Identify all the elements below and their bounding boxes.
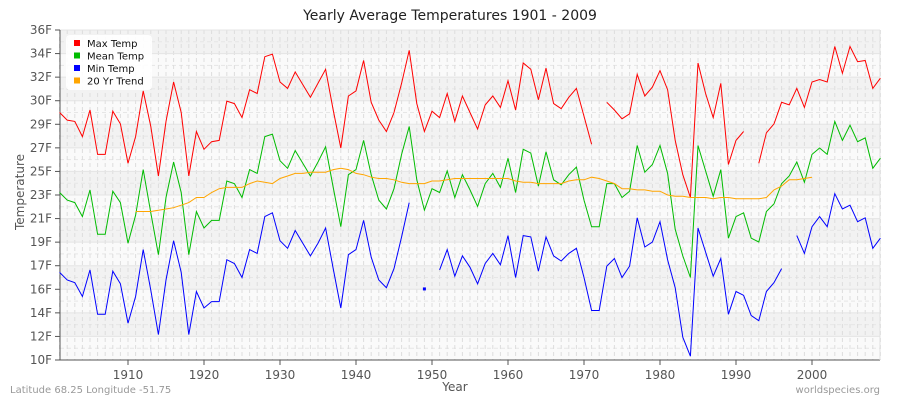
x-tick-label: 1940 (341, 368, 372, 382)
mean-temp-line (59, 119, 881, 278)
legend-box (66, 35, 152, 90)
min-temp-line (796, 192, 881, 255)
x-axis-label: Year (442, 380, 468, 394)
axes: 10F 12F 14F 16F 17F 19F 21F 23F 25F 27F 29F 30F 32F 3… (30, 23, 881, 382)
x-tick-label: 1920 (189, 368, 220, 382)
y-tick-label: 34F (30, 47, 52, 61)
y-tick-label: 32F (30, 70, 52, 84)
data-series (59, 45, 881, 357)
y-tick-label: 21F (30, 212, 52, 226)
min-temp-point (422, 287, 426, 291)
y-tick-label: 23F (30, 188, 52, 202)
max-temp-line (606, 62, 744, 198)
chart-title: Yearly Average Temperatures 1901 - 2009 (303, 8, 597, 24)
legend-label-max-temp: Max Temp (87, 39, 138, 50)
y-tick-label: 25F (30, 164, 52, 178)
x-tick-label: 1910 (113, 368, 144, 382)
legend-label-20-yr-trend: 20 Yr Trend (87, 77, 144, 88)
y-tick-label: 17F (30, 259, 52, 273)
y-tick-label: 16F (30, 282, 52, 296)
legend-swatch-20-yr-trend (74, 77, 80, 84)
x-tick-label: 1960 (493, 368, 524, 382)
x-tick-label: 1950 (417, 368, 448, 382)
min-temp-line (59, 202, 410, 335)
grid-lines (59, 29, 881, 361)
legend-swatch-mean-temp (74, 52, 80, 59)
legend-label-mean-temp: Mean Temp (87, 52, 144, 63)
legend-swatch-max-temp (74, 40, 80, 46)
legend-label-min-temp: Min Temp (87, 64, 135, 75)
y-tick-label: 30F (30, 94, 52, 108)
y-tick-label: 14F (30, 306, 52, 320)
y-tick-label: 10F (30, 353, 52, 367)
min-temp-line (439, 217, 783, 357)
x-tick-label: 1980 (645, 368, 676, 382)
y-tick-label: 19F (30, 235, 52, 249)
y-tick-label: 27F (30, 141, 52, 155)
location-caption: Latitude 68.25 Longitude -51.75 (10, 385, 172, 396)
20-yr-trend-line (135, 167, 813, 212)
x-tick-label: 1930 (265, 368, 296, 382)
legend-swatch-min-temp (74, 65, 80, 71)
y-tick-label: 29F (30, 117, 52, 131)
source-credit: worldspecies.org (795, 385, 880, 396)
max-temp-line (59, 50, 593, 177)
x-tick-label: 1990 (721, 368, 752, 382)
x-tick-label: 2000 (797, 368, 828, 382)
max-temp-line (758, 45, 881, 164)
y-tick-label: 36F (30, 23, 52, 37)
y-tick-label: 12F (30, 329, 52, 343)
x-tick-label: 1970 (569, 368, 600, 382)
